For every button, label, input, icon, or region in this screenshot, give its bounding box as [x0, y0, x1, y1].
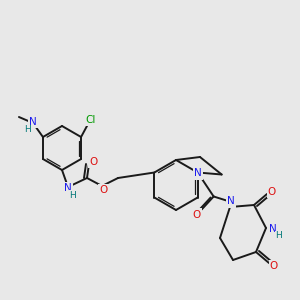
Text: O: O: [193, 209, 201, 220]
Text: N: N: [194, 169, 202, 178]
Text: O: O: [268, 187, 276, 197]
Text: N: N: [269, 224, 277, 234]
Text: O: O: [89, 157, 97, 167]
Text: O: O: [99, 185, 107, 195]
Text: N: N: [227, 196, 235, 206]
Text: N: N: [64, 183, 72, 193]
Text: H: H: [25, 125, 31, 134]
Text: O: O: [270, 261, 278, 271]
Text: Cl: Cl: [86, 115, 96, 125]
Text: H: H: [276, 232, 282, 241]
Text: H: H: [70, 190, 76, 200]
Text: N: N: [29, 117, 37, 127]
